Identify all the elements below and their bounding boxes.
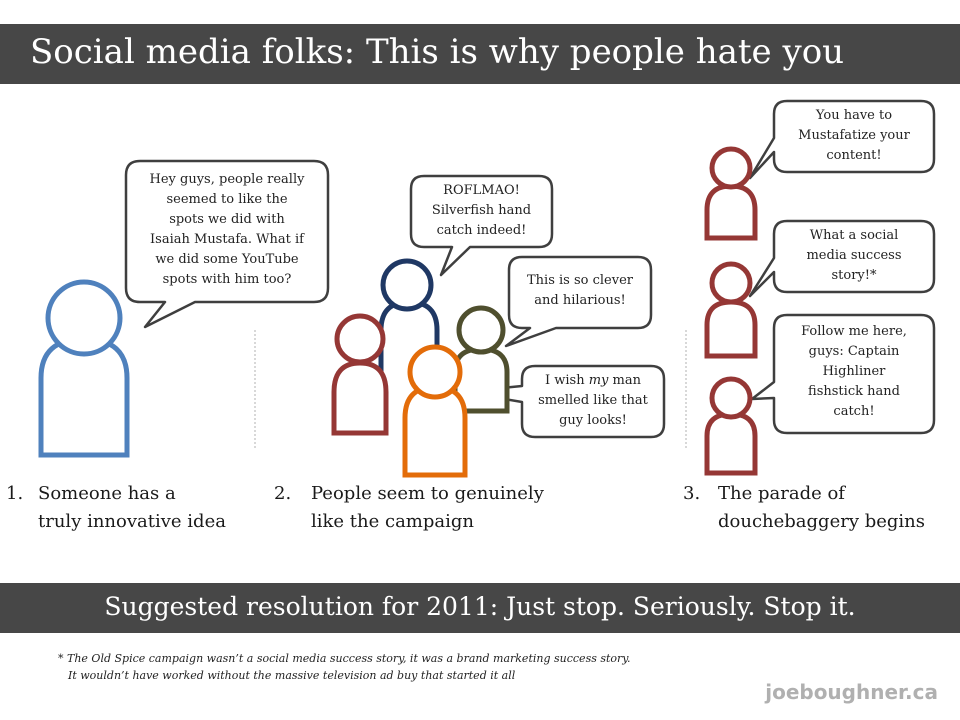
resolution-text: Suggested resolution for 2011: Just stop… (104, 592, 856, 621)
bubble-7-text: Follow me here, guys: Captain Highliner … (801, 324, 907, 419)
person-red-bottom (704, 411, 758, 476)
person-red-middle (704, 299, 758, 359)
caption-3: 3. The parade of douchebaggery begins (683, 483, 926, 532)
speech-bubble-5 (748, 99, 936, 180)
person-navy-head (380, 258, 434, 312)
title-banner: Social media folks: This is why people h… (0, 24, 960, 84)
person-orange-head (407, 344, 463, 400)
bubble-6-text: What a social media success story!* (806, 228, 902, 283)
person-red-top-head (709, 146, 753, 190)
site-signature: joeboughner.ca (765, 680, 938, 704)
person-red-middle-head (709, 261, 753, 305)
person-red-bottom-head (709, 376, 753, 420)
speech-bubble-6 (748, 219, 936, 298)
person-red (331, 360, 389, 436)
speech-bubble-1 (124, 159, 330, 329)
person-olive-head (456, 305, 506, 355)
speech-bubble-3 (504, 255, 653, 348)
caption-1: 1. Someone has a truly innovative idea (6, 483, 226, 532)
resolution-banner: Suggested resolution for 2011: Just stop… (0, 583, 960, 633)
speech-bubble-2 (409, 174, 554, 277)
speech-bubble-4 (460, 364, 666, 439)
bubble-1-text: Hey guys, people really seemed to like t… (149, 172, 305, 287)
caption-2: 2. People seem to genuinely like the cam… (274, 483, 544, 532)
footnote: * The Old Spice campaign wasn’t a social… (58, 650, 631, 684)
bubble-3-text: This is so clever and hilarious! (527, 273, 633, 308)
bubble-5-text: You have to Mustafatize your content! (798, 108, 910, 163)
person-red-top (704, 183, 758, 241)
bubble-2-text: ROFLMAO! Silverfish hand catch indeed! (431, 183, 532, 238)
bubble-4-text: I wish my man smelled like that guy look… (538, 373, 648, 428)
footnote-line-2: It wouldn’t have worked without the mass… (68, 669, 516, 682)
page-title: Social media folks: This is why people h… (30, 32, 845, 72)
person-blue-head (45, 279, 123, 357)
person-red-head (334, 313, 386, 365)
footnote-line-1: * The Old Spice campaign wasn’t a social… (58, 652, 631, 665)
speech-bubble-7 (750, 313, 936, 435)
person-orange (402, 384, 468, 478)
